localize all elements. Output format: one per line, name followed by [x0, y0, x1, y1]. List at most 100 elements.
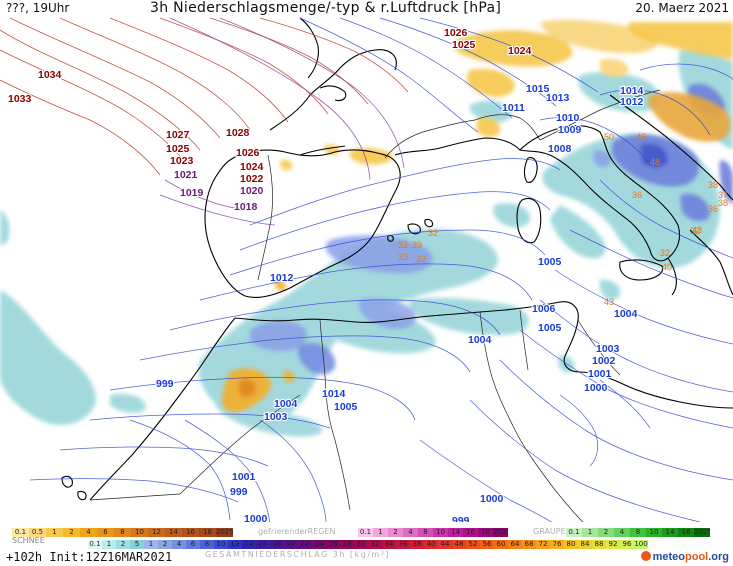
isobar-label: 1021	[174, 169, 198, 181]
isobars-high	[0, 17, 409, 176]
legend-swatch: 36	[396, 540, 410, 549]
legend-swatch: 4	[172, 540, 186, 549]
legend-swatch: 84	[578, 540, 592, 549]
legend-swatch: 0.1	[358, 528, 373, 537]
legend-swatch: 10	[646, 528, 662, 537]
isobar-label: 1013	[546, 92, 570, 104]
precip-amount-label: 43	[692, 225, 702, 235]
isobar-label: 1012	[620, 96, 644, 108]
legend-swatch: 8	[200, 540, 214, 549]
snow-area	[221, 19, 733, 413]
isobar-label: 1018	[234, 201, 258, 213]
legend-swatch: 18	[478, 528, 493, 537]
legend-swatch: 26	[326, 540, 340, 549]
legend-swatch: 76	[550, 540, 564, 549]
precip-amount-label: 32	[660, 248, 670, 258]
legend-swatch: 68	[522, 540, 536, 549]
legend-swatch: 2	[598, 528, 614, 537]
legend-swatch: 1	[102, 540, 116, 549]
isobar-label: 1028	[226, 127, 250, 139]
legend-swatch: 12	[148, 528, 165, 537]
precip-amount-label: 36	[708, 204, 718, 214]
legend-swatch: 4	[614, 528, 630, 537]
date-label: 20. Maerz 2021	[635, 1, 729, 15]
run-info: +102h Init:12Z16MAR2021	[6, 550, 173, 564]
isobar-label: 1009	[558, 124, 582, 136]
isobar-label: 1010	[556, 112, 580, 124]
precip-amount-label: 38	[708, 180, 718, 190]
isobar-label: 1024	[240, 161, 264, 173]
precip-amount-label: 48	[650, 157, 660, 167]
legend-swatch: 6	[97, 528, 114, 537]
legend-freezing-rain-label: gefrierenderREGEN	[258, 527, 336, 536]
legend-swatch: 10	[131, 528, 148, 537]
legend-swatch: 8	[630, 528, 646, 537]
isobar-label: 1005	[538, 256, 562, 268]
legend-swatch: 18	[199, 528, 216, 537]
legend-swatch: 28	[340, 540, 354, 549]
legend-swatch: 16	[182, 528, 199, 537]
legend-swatch: 16	[463, 528, 478, 537]
isobar-label: 1000	[584, 382, 608, 394]
brand-logo[interactable]: meteopool.org	[640, 551, 729, 563]
legend-swatch: 4	[80, 528, 97, 537]
isobar-label: 1004	[468, 334, 492, 346]
isobar-label: 1027	[166, 129, 190, 141]
legend-swatch: 8	[114, 528, 131, 537]
isobar-label: 1011	[502, 102, 525, 114]
precip-amount-label: 39	[412, 240, 422, 250]
legend-snow-label: SCHNEE	[12, 536, 45, 545]
isobar-label: 1001	[588, 368, 612, 380]
legend-graupel-label: GRAUPEL	[533, 527, 571, 536]
legend-swatch: 60	[494, 540, 508, 549]
legend-swatch: 92	[606, 540, 620, 549]
precip-amount-label: 38	[718, 198, 728, 208]
precip-amount-label: 50	[604, 132, 614, 142]
precip-amount-label: 32	[398, 240, 408, 250]
legend-swatch: 14	[165, 528, 182, 537]
isobar-label: 1004	[274, 398, 298, 410]
isobar-label: 1002	[592, 355, 616, 367]
isobar-label: 1034	[38, 69, 62, 81]
legend-swatch: 0.5	[29, 528, 46, 537]
legend-swatch: 34	[382, 540, 396, 549]
legend-swatch: 6	[186, 540, 200, 549]
isobar-label: 1000	[480, 493, 504, 505]
legend-swatch: 96	[620, 540, 634, 549]
isobar-label: 1012	[270, 272, 294, 284]
legend-swatch: 10	[214, 540, 228, 549]
legend-swatch: 16	[678, 528, 694, 537]
legend-swatch: 80	[564, 540, 578, 549]
isobar-label: 1015	[526, 83, 550, 95]
legend-swatch: 8	[418, 528, 433, 537]
chart-title: 3h Niederschlagsmenge/-typ & r.Luftdruck…	[150, 0, 502, 16]
legend-swatch: 24	[312, 540, 326, 549]
legend-swatch: 14	[662, 528, 678, 537]
isobar-label: 1006	[532, 303, 556, 315]
isobars-low	[29, 17, 733, 525]
isobar-label: 1014	[322, 388, 346, 400]
legend-swatch: 1	[46, 528, 63, 537]
isobar-label: 1019	[180, 187, 204, 199]
legend-swatch: 1	[144, 540, 158, 549]
isobar-label: 1004	[614, 308, 638, 320]
precip-amount-label: 33	[398, 252, 408, 262]
legend-swatch: 2025+	[216, 528, 233, 537]
isobar-label: 999	[230, 486, 248, 498]
brand-logo-icon	[640, 551, 651, 561]
country-borders	[89, 89, 661, 525]
legend-swatch: 2	[388, 528, 403, 537]
isobar-label: 1025	[452, 39, 476, 51]
legend-swatch: 88	[592, 540, 606, 549]
legend-swatch: 56	[480, 540, 494, 549]
precip-amount-label: 40	[662, 262, 672, 272]
isobar-label: 1008	[548, 143, 572, 155]
legend-freezing-rain-bar: 0.11248101416182025+	[358, 528, 508, 537]
isobar-label: 1001	[232, 471, 256, 483]
